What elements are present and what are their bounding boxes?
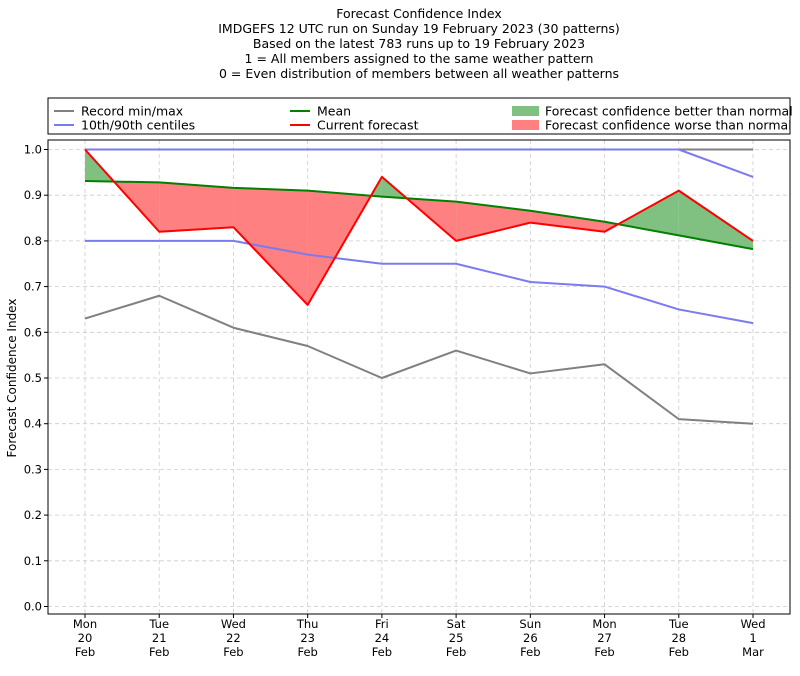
title-line-4: 0 = Even distribution of members between… xyxy=(219,66,619,81)
x-tick-label-5-1: 25 xyxy=(449,631,464,645)
x-axis-ticks: Mon20FebTue21FebWed22FebThu23FebFri24Feb… xyxy=(73,614,766,659)
worse-fill-3 xyxy=(233,187,308,305)
title-line-3: 1 = All members assigned to the same wea… xyxy=(245,51,594,66)
series-centile-10 xyxy=(85,239,754,325)
legend-better-label: Forecast confidence better than normal xyxy=(545,104,793,119)
axes xyxy=(47,139,791,615)
x-tick-label-0-2: Feb xyxy=(75,645,95,659)
legend-mean-label: Mean xyxy=(317,104,351,119)
x-tick-label-2-0: Wed xyxy=(221,617,246,631)
x-tick-label-2-1: 22 xyxy=(226,631,241,645)
x-tick-label-6-0: Sun xyxy=(519,617,541,631)
x-tick-label-2-2: Feb xyxy=(223,645,243,659)
x-tick-label-5-0: Sat xyxy=(447,617,466,631)
x-tick-label-7-1: 27 xyxy=(597,631,612,645)
y-tick-label-9: 0.9 xyxy=(24,188,42,202)
worse-fill-2 xyxy=(159,182,234,232)
better-fill-11 xyxy=(618,190,679,236)
y-tick-label-4: 0.4 xyxy=(24,417,42,431)
x-tick-label-4-2: Feb xyxy=(372,645,392,659)
legend-worse-label: Forecast confidence worse than normal xyxy=(545,118,792,133)
series-record-min xyxy=(84,294,754,425)
x-tick-label-3-2: Feb xyxy=(297,645,317,659)
y-tick-label-7: 0.7 xyxy=(24,280,42,294)
y-tick-label-5: 0.5 xyxy=(24,371,42,385)
x-tick-label-3-1: 23 xyxy=(300,631,315,645)
series-current xyxy=(84,148,754,306)
y-tick-label-3: 0.3 xyxy=(24,462,42,476)
y-tick-label-2: 0.2 xyxy=(24,508,42,522)
y-tick-label-8: 0.8 xyxy=(24,234,42,248)
worse-fill-9 xyxy=(530,210,605,232)
x-tick-label-0-0: Mon xyxy=(73,617,97,631)
plot-frame xyxy=(47,139,791,615)
x-tick-label-9-1: 1 xyxy=(749,631,756,645)
title-line-2: Based on the latest 783 runs up to 19 Fe… xyxy=(253,36,585,51)
y-tick-label-6: 0.6 xyxy=(24,325,42,339)
x-tick-label-8-1: 28 xyxy=(671,631,686,645)
x-tick-label-1-0: Tue xyxy=(148,617,169,631)
title-line-0: Forecast Confidence Index xyxy=(336,6,502,21)
y-tick-label-1: 0.1 xyxy=(24,554,42,568)
x-tick-label-0-1: 20 xyxy=(78,631,93,645)
legend-frame xyxy=(47,97,791,135)
x-tick-label-4-1: 24 xyxy=(375,631,390,645)
legend-record-label: Record min/max xyxy=(81,104,183,119)
x-tick-label-5-2: Feb xyxy=(446,645,466,659)
title-line-1: IMDGEFS 12 UTC run on Sunday 19 February… xyxy=(218,21,620,36)
x-tick-label-1-2: Feb xyxy=(149,645,169,659)
x-tick-label-3-0: Thu xyxy=(296,617,319,631)
y-tick-label-0: 0.0 xyxy=(24,600,42,614)
legend-current-label: Current forecast xyxy=(317,118,419,133)
x-tick-label-4-0: Fri xyxy=(375,617,389,631)
legend-worse-swatch xyxy=(512,120,539,130)
x-tick-label-9-2: Mar xyxy=(742,645,764,659)
x-tick-label-1-1: 21 xyxy=(152,631,167,645)
x-tick-label-6-2: Feb xyxy=(520,645,540,659)
y-axis-label: Forecast Confidence Index xyxy=(5,299,19,458)
x-tick-label-6-1: 26 xyxy=(523,631,538,645)
y-axis-ticks: 0.0 0.1 0.2 0.3 0.4 0.5 0.6 0.7 0.8 0.9 1.0 xyxy=(24,143,48,614)
confidence-fill xyxy=(85,149,753,305)
x-tick-label-7-2: Feb xyxy=(594,645,614,659)
x-tick-label-8-0: Tue xyxy=(668,617,689,631)
x-tick-label-8-2: Feb xyxy=(669,645,689,659)
x-tick-label-7-0: Mon xyxy=(592,617,616,631)
series-lines xyxy=(84,148,754,425)
legend-centiles-label: 10th/90th centiles xyxy=(81,118,195,133)
better-fill-12 xyxy=(678,190,753,250)
x-tick-label-9-0: Wed xyxy=(740,617,765,631)
legend-better-swatch xyxy=(512,106,539,116)
series-centile-90 xyxy=(85,148,754,178)
y-tick-label-10: 1.0 xyxy=(24,143,42,157)
worse-fill-8 xyxy=(456,201,531,241)
series-mean xyxy=(84,180,754,251)
